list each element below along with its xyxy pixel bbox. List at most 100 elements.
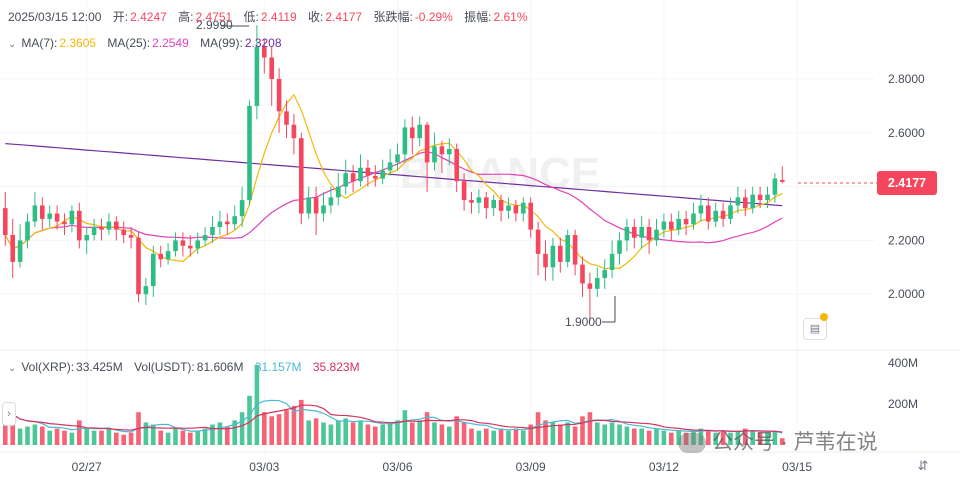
candle-body	[543, 253, 548, 268]
volume-bar	[84, 428, 89, 445]
volume-bar	[121, 434, 126, 445]
volume-bar	[358, 420, 363, 445]
date-tick-label: 03/09	[516, 460, 546, 474]
candle-body	[417, 124, 422, 139]
volume-bar	[491, 430, 496, 445]
candle-body	[232, 216, 237, 225]
volume-bar	[10, 412, 15, 445]
candle-body	[602, 269, 607, 279]
notification-dot	[820, 313, 828, 321]
close-value: 2.4177	[325, 10, 363, 24]
volume-bar	[706, 430, 711, 445]
volume-bar	[69, 432, 75, 445]
volume-bar	[609, 422, 615, 445]
candle-body	[624, 226, 630, 241]
volume-bar	[291, 406, 297, 445]
ma-info: ⌄ MA(7): 2.3605 MA(25): 2.2549 MA(99): 2.32…	[8, 36, 284, 50]
candle-body	[521, 202, 526, 214]
volume-bar	[506, 430, 511, 445]
candle-body	[676, 218, 681, 230]
candle-body	[780, 179, 785, 182]
volume-bar	[595, 422, 600, 445]
candle-body	[54, 213, 60, 222]
reset-scale-button[interactable]: ⇵	[914, 458, 932, 476]
volume-bar	[513, 428, 519, 445]
expand-panel-button[interactable]: ›	[2, 402, 16, 426]
candle-body	[328, 197, 334, 206]
ma99-label: MA(99):	[200, 36, 243, 50]
volume-bar	[587, 412, 593, 445]
candle-body	[40, 205, 45, 219]
volume-bar	[180, 430, 186, 445]
volume-bar	[535, 412, 541, 445]
volume-bar	[225, 426, 230, 445]
candle-body	[387, 162, 393, 171]
candle-body	[350, 173, 356, 182]
volume-bar	[602, 424, 607, 445]
candle-body	[447, 148, 452, 155]
volume-bar	[269, 416, 274, 445]
candle-body	[47, 213, 52, 219]
volume-bar	[646, 430, 652, 445]
volume-bar	[210, 424, 215, 445]
candle-body	[165, 251, 171, 260]
volume-bar	[365, 424, 371, 445]
footer-watermark: 公众号 · 芦苇在说	[678, 426, 878, 456]
volume-bar	[276, 414, 282, 445]
volume-bar	[676, 430, 681, 445]
open-value: 2.4247	[130, 10, 167, 24]
candle-body	[217, 221, 223, 227]
candle-body	[432, 146, 437, 163]
volume-bar	[720, 430, 726, 445]
collapse-chevron-icon[interactable]: ⌄	[8, 39, 17, 50]
price-tick-label: 2.0000	[888, 287, 925, 301]
candle-body	[558, 245, 563, 262]
volume-bar	[380, 424, 385, 445]
change-label: 张跌幅:	[373, 10, 413, 24]
candle-body	[550, 245, 556, 268]
candle-body	[720, 210, 726, 219]
candle-body	[402, 127, 408, 155]
candle-body	[136, 237, 141, 295]
date-tick-label: 03/03	[249, 460, 279, 474]
volume-bar	[232, 420, 237, 445]
volume-bar	[447, 426, 452, 445]
candle-body	[750, 194, 755, 209]
volume-bar	[387, 422, 393, 445]
volume-tick-label: 200M	[888, 397, 918, 411]
volume-bar	[765, 432, 770, 445]
candle-body	[336, 186, 341, 198]
vol-xrp-value: 33.425M	[76, 360, 123, 374]
ma7-value: 2.3605	[59, 36, 97, 50]
candle-body	[454, 148, 459, 182]
volume-bar	[3, 416, 8, 445]
candle-body	[269, 57, 274, 79]
volume-collapse-chevron-icon[interactable]: ⌄	[8, 363, 17, 374]
low-value: 2.4119	[260, 10, 297, 24]
price-tick-label: 2.8000	[888, 72, 925, 86]
candles	[3, 25, 785, 322]
volume-bar	[299, 399, 304, 445]
volume-bar	[550, 422, 556, 445]
date-tick-label: 03/15	[782, 460, 812, 474]
chart-notes-button[interactable]: ▤	[803, 318, 827, 340]
candle-body	[262, 46, 267, 58]
candle-body	[772, 178, 778, 195]
volume-bar	[743, 428, 748, 445]
high-value: 2.4751	[195, 10, 233, 24]
high-label: 高:	[178, 10, 194, 24]
candle-body	[306, 197, 311, 214]
binance-watermark: BINANCE	[400, 149, 600, 198]
candle-body	[595, 278, 600, 289]
candle-body	[661, 221, 667, 230]
vol-usdt-value: 81.606M	[196, 360, 244, 374]
volume-bar	[128, 432, 134, 445]
candle-body	[195, 240, 200, 249]
candle-body	[713, 210, 718, 222]
extreme-annotations: 2.9990 1.9000	[196, 18, 616, 329]
ma99-value: 2.3208	[244, 36, 282, 50]
volume-bar	[669, 432, 674, 445]
candle-body	[84, 235, 89, 241]
